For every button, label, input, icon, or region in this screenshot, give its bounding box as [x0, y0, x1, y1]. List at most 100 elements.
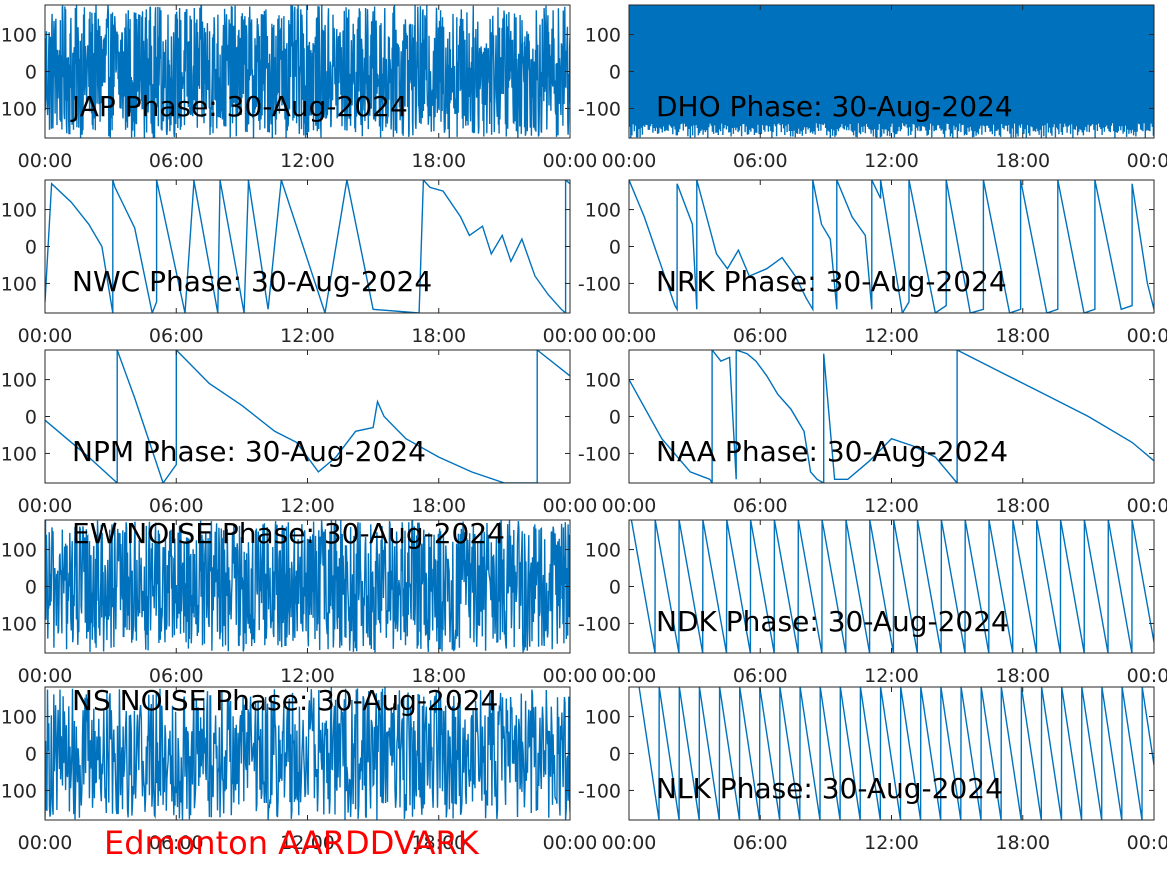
x-tick-label: 18:00 — [995, 495, 1050, 517]
x-tick-label: 18:00 — [995, 325, 1050, 347]
x-tick-label: 06:00 — [733, 495, 788, 517]
x-tick-label: 12:00 — [864, 665, 919, 687]
y-tick-label: 100 — [1, 25, 37, 47]
x-tick-label: 18:00 — [411, 665, 466, 687]
y-tick-label: -100 — [0, 443, 37, 465]
x-tick-label: 00:00 — [602, 665, 657, 687]
x-tick-label: 18:00 — [411, 495, 466, 517]
y-tick-label: 100 — [585, 200, 621, 222]
x-tick-label: 00:00 — [18, 495, 73, 517]
x-tick-label: 00:00 — [18, 325, 73, 347]
x-tick-label: 00:00 — [543, 665, 598, 687]
y-tick-label: 0 — [609, 744, 621, 766]
y-tick-label: -100 — [578, 613, 621, 635]
x-tick-label: 00:00 — [543, 495, 598, 517]
y-tick-label: 0 — [25, 407, 37, 429]
y-tick-label: 0 — [25, 577, 37, 599]
phase-trace-ndk — [630, 520, 1154, 653]
panel-title-ns-noise: NS NOISE Phase: 30-Aug-2024 — [72, 684, 498, 717]
x-tick-label: 00:00 — [602, 832, 657, 854]
y-tick-label: -100 — [578, 780, 621, 802]
x-tick-label: 12:00 — [864, 832, 919, 854]
panel-ew-noise: 100 0 -100 00:00 06:00 12:00 18:00 00:00 EW NOIS… — [0, 517, 597, 687]
phase-trace-jap — [45, 5, 570, 138]
y-tick-label: 0 — [609, 407, 621, 429]
panel-title-ndk: NDK Phase: 30-Aug-2024 — [656, 605, 1009, 638]
y-tick-label: -100 — [578, 98, 621, 120]
y-tick-label: 100 — [1, 370, 37, 392]
x-tick-label: 00:00 — [1127, 150, 1167, 172]
x-tick-label: 00:00 — [1127, 325, 1167, 347]
x-tick-label: 00:00 — [18, 665, 73, 687]
x-tick-label: 18:00 — [995, 665, 1050, 687]
x-tick-label: 06:00 — [149, 325, 204, 347]
x-tick-label: 06:00 — [733, 832, 788, 854]
x-tick-label: 00:00 — [543, 325, 598, 347]
phase-trace-nrk — [629, 180, 1154, 313]
y-tick-label: 0 — [25, 237, 37, 259]
y-tick-label: 0 — [609, 577, 621, 599]
y-tick-label: 0 — [25, 744, 37, 766]
y-tick-label: 100 — [585, 540, 621, 562]
phase-trace-naa — [629, 350, 1154, 483]
panel-jap: 100 0 -100 00:00 06:00 12:00 18:00 00:00 JAP Pha… — [0, 4, 598, 172]
y-tick-label: -100 — [0, 273, 37, 295]
x-tick-label: 18:00 — [411, 325, 466, 347]
phase-trace-nlk — [638, 687, 1154, 820]
x-tick-label: 06:00 — [149, 832, 204, 854]
panel-title-npm: NPM Phase: 30-Aug-2024 — [72, 435, 426, 468]
x-tick-label: 06:00 — [733, 665, 788, 687]
x-tick-label: 06:00 — [149, 665, 204, 687]
panel-title-nwc: NWC Phase: 30-Aug-2024 — [72, 265, 432, 298]
phase-trace-ns-noise — [45, 687, 570, 820]
panel-nwc: 100 0 -100 00:00 06:00 12:00 18:00 00:00 NWC Pha… — [0, 179, 598, 347]
panel-dho: 100 0 -100 00:00 06:00 12:00 18:00 00:00 DHO Pha… — [578, 4, 1167, 172]
x-tick-label: 00:00 — [1127, 495, 1167, 517]
panel-nlk: 100 0 -100 00:00 06:00 12:00 18:00 00:00 NLK Pha… — [578, 686, 1167, 854]
y-tick-label: 0 — [609, 237, 621, 259]
x-tick-label: 18:00 — [411, 832, 466, 854]
y-tick-label: 0 — [25, 62, 37, 84]
x-tick-label: 00:00 — [543, 832, 598, 854]
x-tick-label: 12:00 — [280, 325, 335, 347]
x-tick-label: 12:00 — [280, 832, 335, 854]
panel-title-naa: NAA Phase: 30-Aug-2024 — [656, 435, 1008, 468]
x-tick-label: 00:00 — [543, 150, 598, 172]
x-tick-label: 12:00 — [280, 150, 335, 172]
panel-title-nrk: NRK Phase: 30-Aug-2024 — [656, 265, 1007, 298]
y-tick-label: -100 — [0, 98, 37, 120]
x-tick-label: 06:00 — [733, 325, 788, 347]
panel-title-nlk: NLK Phase: 30-Aug-2024 — [656, 772, 1003, 805]
y-tick-label: 100 — [585, 370, 621, 392]
phase-trace-nwc — [45, 180, 570, 313]
panel-naa: 100 0 -100 00:00 06:00 12:00 18:00 00:00 NAA Pha… — [578, 349, 1167, 517]
panel-ns-noise: 100 0 -100 00:00 06:00 12:00 18:00 00:00 NS NOIS… — [0, 684, 597, 854]
x-tick-label: 12:00 — [864, 495, 919, 517]
x-tick-label: 12:00 — [280, 495, 335, 517]
x-tick-label: 18:00 — [995, 832, 1050, 854]
panel-nrk: 100 0 -100 00:00 06:00 12:00 18:00 00:00 NRK Pha… — [578, 179, 1167, 347]
panel-title-jap: JAP Phase: 30-Aug-2024 — [70, 90, 408, 123]
x-tick-label: 00:00 — [18, 832, 73, 854]
y-tick-label: 100 — [1, 200, 37, 222]
panel-title-ew-noise: EW NOISE Phase: 30-Aug-2024 — [72, 517, 505, 550]
x-tick-label: 18:00 — [411, 150, 466, 172]
phase-trace-ew-noise — [45, 520, 570, 653]
station-footer-label: Edmonton AARDDVARK — [104, 824, 479, 862]
panel-npm: 100 0 -100 00:00 06:00 12:00 18:00 00:00 NPM Pha… — [0, 349, 598, 517]
x-tick-label: 18:00 — [995, 150, 1050, 172]
panel-title-dho: DHO Phase: 30-Aug-2024 — [656, 90, 1013, 123]
y-tick-label: -100 — [0, 613, 37, 635]
x-tick-label: 06:00 — [149, 150, 204, 172]
x-tick-label: 00:00 — [602, 495, 657, 517]
x-tick-label: 00:00 — [1127, 665, 1167, 687]
panel-ndk: 100 0 -100 00:00 06:00 12:00 18:00 00:00 NDK Pha… — [578, 519, 1167, 687]
phase-trace-npm — [45, 350, 570, 483]
x-tick-label: 12:00 — [864, 325, 919, 347]
x-tick-label: 00:00 — [18, 150, 73, 172]
y-tick-label: -100 — [578, 273, 621, 295]
y-tick-label: 100 — [585, 707, 621, 729]
x-tick-label: 12:00 — [864, 150, 919, 172]
x-tick-label: 12:00 — [280, 665, 335, 687]
